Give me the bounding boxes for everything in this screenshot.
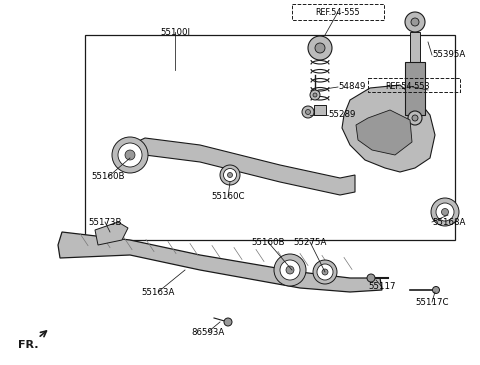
Circle shape [367, 274, 375, 282]
Circle shape [308, 36, 332, 60]
Text: 55117C: 55117C [415, 298, 449, 307]
Circle shape [408, 111, 422, 125]
Circle shape [317, 264, 333, 280]
Text: 55275A: 55275A [293, 238, 327, 247]
Circle shape [286, 266, 294, 274]
Text: 55395A: 55395A [432, 50, 465, 59]
Polygon shape [410, 32, 420, 62]
Polygon shape [58, 232, 382, 292]
Circle shape [125, 150, 135, 160]
Polygon shape [342, 85, 435, 172]
Text: 55100I: 55100I [160, 28, 190, 37]
Circle shape [305, 110, 311, 115]
Circle shape [411, 18, 419, 26]
Circle shape [315, 43, 325, 53]
Text: FR.: FR. [18, 340, 38, 350]
Text: REF.54-555: REF.54-555 [316, 8, 360, 17]
Circle shape [224, 318, 232, 326]
Text: 86593A: 86593A [192, 328, 225, 337]
Circle shape [274, 254, 306, 286]
Text: 55289: 55289 [328, 110, 355, 119]
Polygon shape [356, 110, 412, 155]
Text: 55168A: 55168A [432, 218, 466, 227]
Text: 55173B: 55173B [88, 218, 122, 227]
Text: 55117: 55117 [368, 282, 396, 291]
Circle shape [112, 137, 148, 173]
Circle shape [432, 287, 440, 293]
Circle shape [310, 90, 320, 100]
Circle shape [442, 208, 448, 215]
Circle shape [405, 12, 425, 32]
Circle shape [220, 165, 240, 185]
Text: 55160C: 55160C [211, 192, 245, 201]
Text: REF.54-553: REF.54-553 [386, 82, 430, 91]
Circle shape [313, 260, 337, 284]
Text: 55160B: 55160B [251, 238, 285, 247]
Text: 55160B: 55160B [91, 172, 125, 181]
Circle shape [431, 198, 459, 226]
Circle shape [313, 93, 317, 97]
Circle shape [228, 173, 232, 177]
Polygon shape [95, 222, 128, 245]
Circle shape [280, 260, 300, 280]
Circle shape [118, 143, 142, 167]
Circle shape [224, 169, 237, 181]
Circle shape [412, 115, 418, 121]
Polygon shape [128, 138, 355, 195]
Text: 54849: 54849 [338, 82, 365, 91]
Circle shape [322, 269, 328, 275]
Polygon shape [405, 62, 425, 115]
Polygon shape [314, 105, 326, 115]
Circle shape [436, 203, 454, 221]
Circle shape [302, 106, 314, 118]
Text: 55163A: 55163A [141, 288, 175, 297]
